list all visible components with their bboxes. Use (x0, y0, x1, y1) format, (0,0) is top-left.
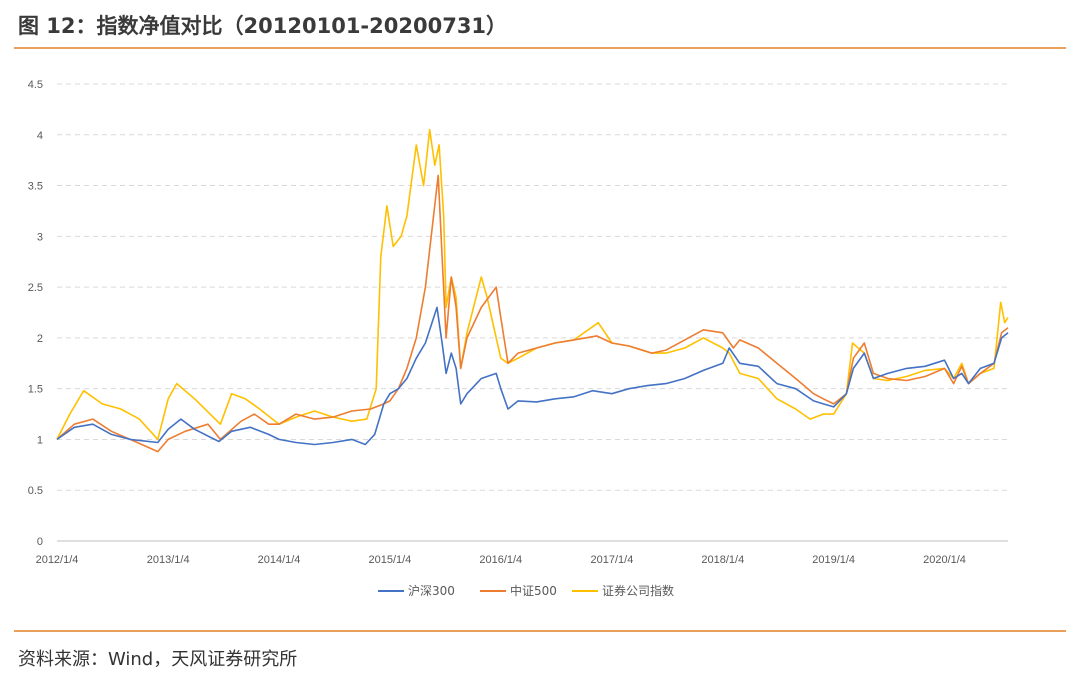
x-tick-label: 2020/1/4 (923, 554, 966, 566)
x-tick-label: 2013/1/4 (147, 554, 190, 566)
page-title: 图 12：指数净值对比（20120101-20200731） (18, 14, 508, 38)
legend-label: 沪深300 (408, 584, 455, 598)
x-axis-ticks: 2012/1/4 2013/1/4 2014/1/4 2015/1/4 2016/1/4… (36, 554, 966, 566)
index-nav-line-chart: 00.511.522.533.544.5 2012/1/4 2013/1/4 201… (28, 79, 1009, 598)
y-tick-label: 1 (37, 434, 43, 446)
title-divider (14, 47, 1066, 49)
y-tick-label: 3 (37, 231, 43, 243)
gridlines (57, 83, 1008, 542)
x-tick-label: 2019/1/4 (812, 554, 855, 566)
footer-divider (14, 630, 1066, 632)
y-tick-label: 2 (37, 333, 43, 345)
x-tick-label: 2017/1/4 (591, 554, 634, 566)
y-tick-label: 0.5 (28, 485, 43, 497)
y-tick-label: 3.5 (28, 181, 43, 193)
y-tick-label: 4 (37, 130, 43, 142)
legend-label: 中证500 (510, 583, 557, 598)
y-axis-ticks: 0 0.5 1 1.5 2 2.5 3 3.5 4 4.5 (28, 79, 43, 548)
y-tick-label: 2.5 (28, 282, 43, 294)
x-tick-label: 2014/1/4 (258, 554, 301, 566)
series-line-0 (56, 306, 1009, 446)
x-tick-label: 2015/1/4 (368, 554, 411, 566)
y-tick-label: 1.5 (28, 384, 43, 396)
y-tick-label: 0 (37, 536, 43, 548)
legend: 沪深300 中证500 证券公司指数 (378, 583, 674, 598)
x-tick-label: 2012/1/4 (36, 554, 79, 566)
y-tick-label: 4.5 (28, 79, 43, 91)
series-lines (56, 128, 1009, 453)
series-line-2 (56, 128, 1009, 441)
legend-label: 证券公司指数 (602, 583, 674, 598)
x-tick-label: 2016/1/4 (479, 554, 522, 566)
series-line-1 (56, 174, 1009, 453)
source-note: 资料来源：Wind，天风证券研究所 (18, 649, 298, 670)
x-tick-label: 2018/1/4 (701, 554, 744, 566)
